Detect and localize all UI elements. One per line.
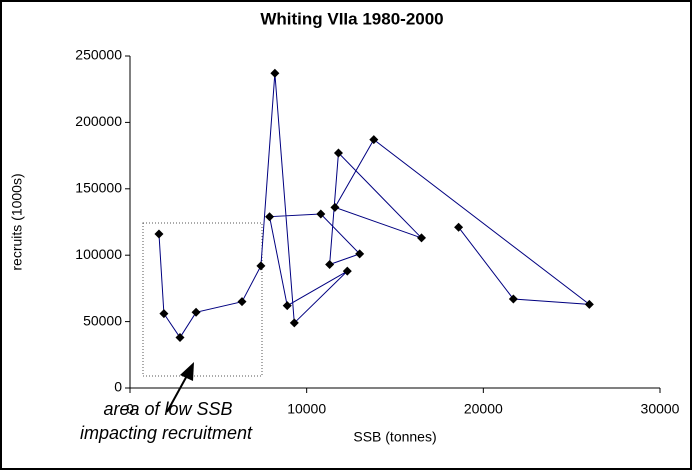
data-point — [325, 259, 335, 269]
chart-title: Whiting VIIa 1980-2000 — [260, 9, 443, 28]
data-point — [330, 202, 340, 212]
x-tick-label: 0 — [126, 401, 134, 417]
data-point — [342, 266, 352, 276]
y-tick-label: 50000 — [83, 312, 122, 328]
highlight-box — [142, 222, 263, 377]
y-tick-label: 150000 — [75, 180, 122, 196]
data-point — [270, 68, 280, 78]
y-tick-label: 200000 — [75, 113, 122, 129]
arrow-head — [180, 362, 194, 381]
y-tick-label: 250000 — [75, 47, 122, 63]
data-point — [175, 333, 185, 343]
data-point — [355, 249, 365, 259]
data-point — [333, 148, 343, 158]
data-point — [454, 222, 464, 232]
annotation: area of low SSB — [103, 399, 232, 419]
y-axis-label: recruits (1000s) — [9, 173, 25, 270]
data-point — [289, 318, 299, 328]
y-tick-label: 0 — [114, 379, 122, 395]
data-point — [154, 229, 164, 239]
annotation: impacting recruitment — [80, 423, 253, 443]
data-point — [191, 307, 201, 317]
data-point — [369, 135, 379, 145]
data-point — [584, 299, 594, 309]
data-point — [256, 261, 266, 271]
x-axis-label: SSB (tonnes) — [353, 429, 436, 445]
data-point — [316, 209, 326, 219]
data-point — [508, 294, 518, 304]
data-point — [265, 212, 275, 222]
data-point — [417, 233, 426, 243]
y-tick-label: 100000 — [75, 246, 122, 262]
data-point — [237, 297, 247, 307]
x-tick-label: 30000 — [641, 401, 680, 417]
arrow-shaft — [166, 371, 190, 413]
x-tick-label: 20000 — [464, 401, 503, 417]
x-tick-label: 10000 — [287, 401, 326, 417]
data-point — [159, 309, 169, 319]
data-point — [282, 301, 292, 311]
